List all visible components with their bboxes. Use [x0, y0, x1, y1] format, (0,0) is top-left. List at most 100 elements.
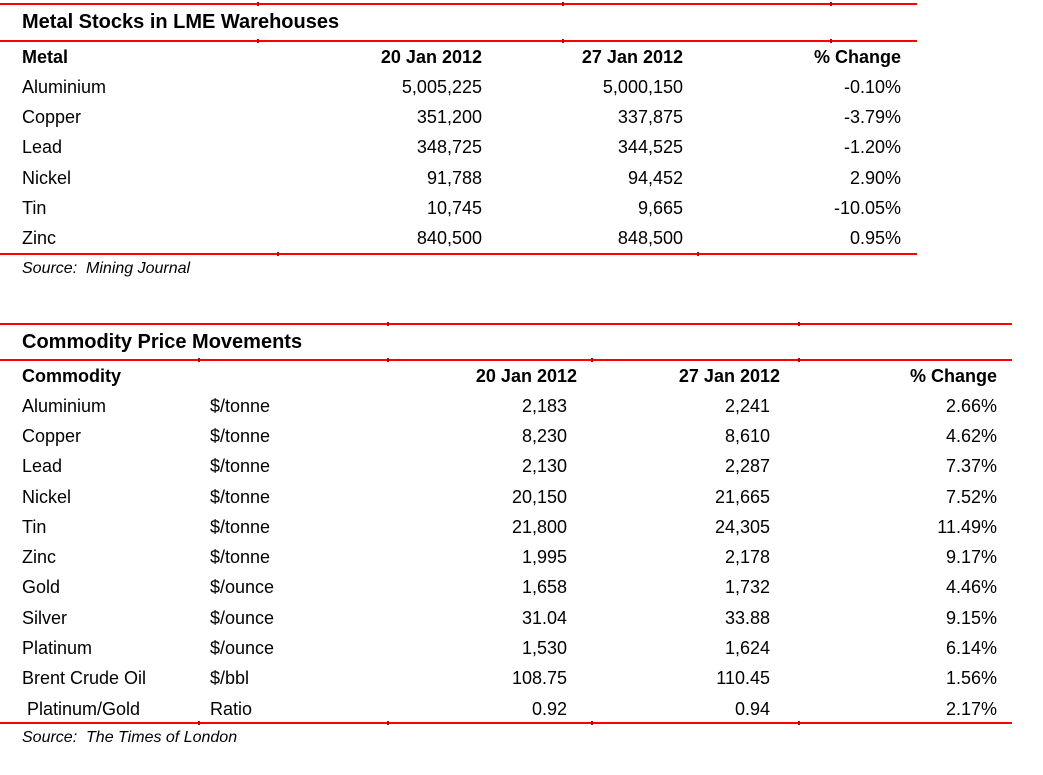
cell-unit: $/tonne	[210, 456, 271, 477]
top-rule	[0, 322, 1012, 326]
rule-tick	[798, 721, 800, 725]
cell-commodity: Aluminium	[22, 395, 107, 416]
col-header-change: % Change	[813, 46, 901, 67]
rule-tick	[277, 252, 279, 256]
cell-unit: $/ounce	[210, 577, 275, 598]
col-header-change: % Change	[909, 365, 997, 386]
table-row: Nickel 91,788 94,452 2.90%	[0, 163, 1043, 193]
header-row: Metal 20 Jan 2012 27 Jan 2012 % Change	[0, 42, 917, 72]
cell-commodity: Platinum/Gold	[22, 698, 141, 719]
table-row: Gold $/ounce 1,658 1,732 4.46%	[0, 573, 1043, 603]
rule-tick	[257, 39, 259, 43]
rule-tick	[562, 39, 564, 43]
table-row: Brent Crude Oil $/bbl 108.75 110.45 1.56…	[0, 664, 1043, 694]
col-header-20jan: 20 Jan 2012	[475, 365, 577, 386]
top-rule	[0, 2, 917, 6]
cell-27jan: 1,732	[724, 577, 770, 598]
cell-27jan: 2,178	[724, 547, 770, 568]
cell-change: 2.90%	[849, 167, 901, 188]
cell-27jan: 94,452	[627, 167, 683, 188]
rule-tick	[562, 2, 564, 6]
cell-27jan: 0.94	[734, 698, 770, 719]
rule-tick	[798, 358, 800, 362]
rule-tick	[198, 358, 200, 362]
cell-27jan: 337,875	[617, 106, 683, 127]
cell-change: 1.56%	[945, 668, 997, 689]
cell-20jan: 0.92	[531, 698, 567, 719]
table-row: Tin 10,745 9,665 -10.05%	[0, 193, 1043, 223]
col-header-20jan: 20 Jan 2012	[380, 46, 482, 67]
cell-unit: $/bbl	[210, 668, 250, 689]
cell-metal: Lead	[22, 137, 63, 158]
cell-commodity: Lead	[22, 456, 63, 477]
bottom-rule	[0, 721, 1012, 725]
cell-unit: $/ounce	[210, 607, 275, 628]
cell-commodity: Gold	[22, 577, 61, 598]
cell-27jan: 1,624	[724, 638, 770, 659]
rule-tick	[591, 358, 593, 362]
cell-metal: Nickel	[22, 167, 72, 188]
cell-27jan: 848,500	[617, 228, 683, 249]
cell-change: 4.62%	[945, 425, 997, 446]
source-note: Source: Mining Journal	[22, 260, 191, 277]
cell-20jan: 348,725	[416, 137, 482, 158]
col-header-27jan: 27 Jan 2012	[678, 365, 780, 386]
cell-change: 2.66%	[945, 395, 997, 416]
bottom-rule	[0, 252, 917, 256]
rule-tick	[198, 721, 200, 725]
rule-tick	[387, 358, 389, 362]
cell-change: 2.17%	[945, 698, 997, 719]
cell-change: 7.52%	[945, 486, 997, 507]
cell-change: 9.15%	[945, 607, 997, 628]
table-row: Platinum/Gold Ratio 0.92 0.94 2.17%	[0, 694, 1043, 724]
cell-unit: Ratio	[210, 698, 253, 719]
cell-change: 11.49%	[937, 516, 997, 537]
table-row: Platinum $/ounce 1,530 1,624 6.14%	[0, 633, 1043, 663]
cell-20jan: 31.04	[521, 607, 567, 628]
rule-tick	[591, 721, 593, 725]
table-row: Zinc 840,500 848,500 0.95%	[0, 223, 1043, 253]
table-row: Zinc $/tonne 1,995 2,178 9.17%	[0, 542, 1043, 572]
rule-tick	[257, 2, 259, 6]
title-rule	[0, 39, 917, 43]
cell-commodity: Tin	[22, 516, 47, 537]
cell-20jan: 10,745	[426, 197, 482, 218]
cell-20jan: 2,130	[521, 456, 567, 477]
cell-unit: $/tonne	[210, 425, 271, 446]
cell-27jan: 33.88	[724, 607, 770, 628]
cell-commodity: Platinum	[22, 638, 93, 659]
cell-20jan: 1,995	[521, 547, 567, 568]
table-row: Silver $/ounce 31.04 33.88 9.15%	[0, 603, 1043, 633]
cell-27jan: 24,305	[714, 516, 770, 537]
table-row: Aluminium 5,005,225 5,000,150 -0.10%	[0, 72, 1043, 102]
rule-tick	[830, 39, 832, 43]
table-row: Tin $/tonne 21,800 24,305 11.49%	[0, 512, 1043, 542]
rule-tick	[798, 322, 800, 326]
table-row: Copper 351,200 337,875 -3.79%	[0, 102, 1043, 132]
rule-tick	[697, 252, 699, 256]
cell-20jan: 351,200	[416, 106, 482, 127]
cell-commodity: Nickel	[22, 486, 72, 507]
cell-20jan: 108.75	[511, 668, 567, 689]
rule-tick	[387, 322, 389, 326]
table-title: Commodity Price Movements	[22, 331, 303, 353]
col-header-metal: Metal	[22, 46, 69, 67]
cell-commodity: Zinc	[22, 547, 57, 568]
cell-20jan: 21,800	[511, 516, 567, 537]
cell-change: 0.95%	[849, 228, 901, 249]
title-rule	[0, 358, 1012, 362]
cell-unit: $/tonne	[210, 486, 271, 507]
cell-27jan: 344,525	[617, 137, 683, 158]
cell-27jan: 8,610	[724, 425, 770, 446]
cell-20jan: 91,788	[426, 167, 482, 188]
cell-change: -1.20%	[843, 137, 901, 158]
cell-20jan: 5,005,225	[401, 76, 482, 97]
rule-tick	[830, 2, 832, 6]
table-body: Aluminium 5,005,225 5,000,150 -0.10% Cop…	[0, 72, 1043, 254]
cell-27jan: 5,000,150	[602, 76, 683, 97]
table-row: Lead 348,725 344,525 -1.20%	[0, 133, 1043, 163]
source-note: Source: The Times of London	[22, 729, 238, 746]
cell-change: -10.05%	[833, 197, 901, 218]
cell-metal: Zinc	[22, 228, 57, 249]
